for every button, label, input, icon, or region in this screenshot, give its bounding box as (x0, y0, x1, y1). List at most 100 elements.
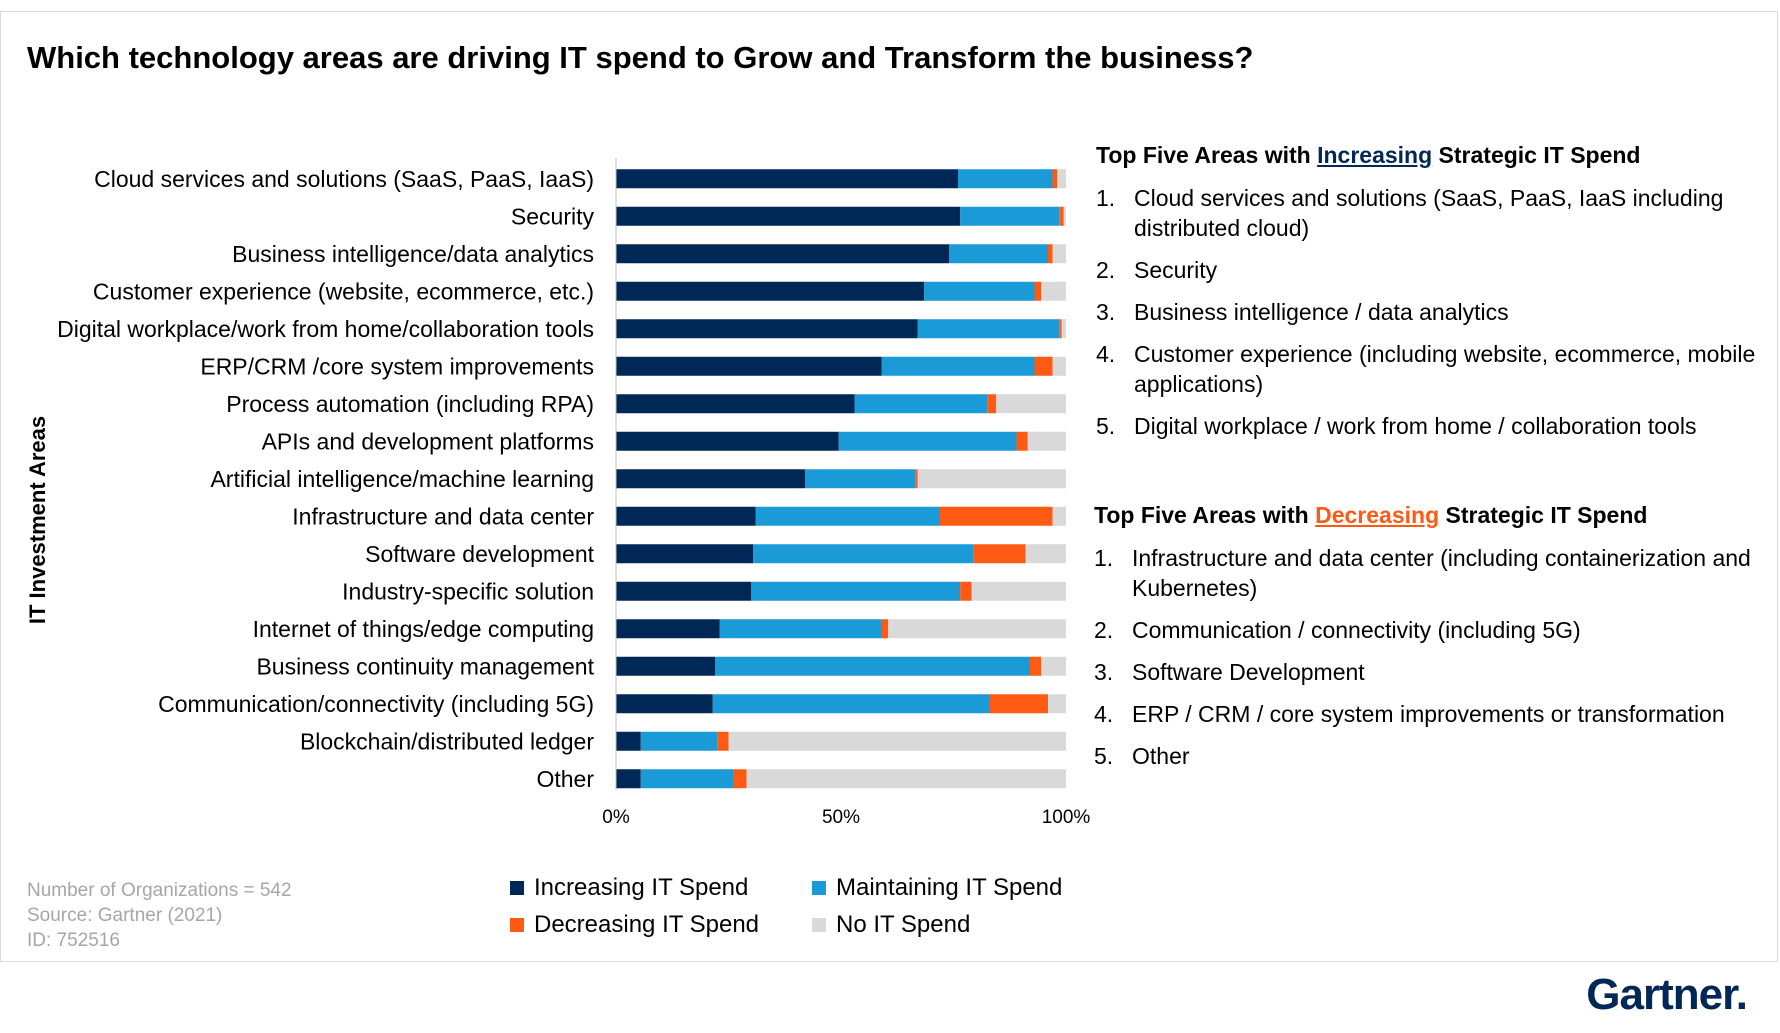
gartner-logo: Gartner. (1586, 970, 1748, 1019)
list-item: 5. Other (1094, 741, 1774, 771)
bar-segment-decreasing (733, 769, 747, 789)
list-item: 5. Digital workplace / work from home / c… (1096, 411, 1776, 441)
legend-item-none: No IT Spend (812, 911, 970, 939)
bar-segment-decreasing (1048, 244, 1053, 264)
category-label: Business continuity management (256, 653, 594, 679)
list-number: 3. (1096, 299, 1116, 325)
bar-row (616, 544, 1066, 564)
bar-segment-maintaining (838, 431, 1017, 451)
bar-segment-maintaining (949, 244, 1048, 264)
bar-segment-increasing (616, 169, 958, 189)
list-item: 2. Communication / connectivity (includin… (1094, 615, 1774, 645)
bar-segment-decreasing (960, 581, 972, 601)
bar-segment-no-spend (746, 769, 1066, 789)
heading-text: Top Five Areas with (1094, 502, 1316, 528)
list-number: 5. (1096, 413, 1116, 439)
list-text: Customer experience (including website, … (1134, 341, 1756, 397)
legend-label: Decreasing IT Spend (534, 911, 760, 938)
bar-segment-increasing (616, 544, 754, 564)
bar-segment-increasing (616, 469, 805, 489)
category-label: Software development (365, 541, 594, 567)
bar-segment-increasing (616, 206, 961, 226)
decreasing-spend-panel: Top Five Areas with Decreasing Strategic… (1094, 502, 1774, 783)
bar-segment-increasing (616, 656, 715, 676)
heading-text: Strategic IT Spend (1432, 142, 1641, 168)
list-item: 1. Infrastructure and data center (includ… (1094, 543, 1774, 603)
bar-segment-no-spend (728, 731, 1066, 751)
category-label: Digital workplace/work from home/collabo… (57, 316, 594, 342)
bar-segment-increasing (616, 619, 720, 639)
bar-segment-no-spend (1057, 169, 1066, 189)
bar-segment-maintaining (715, 656, 1030, 676)
bar-segment-decreasing (1034, 281, 1042, 301)
legend-item-maintaining: Maintaining IT Spend (812, 874, 1062, 902)
bar-row (616, 169, 1066, 189)
bar-segment-decreasing (717, 731, 729, 751)
bar-segment-no-spend (1052, 356, 1066, 376)
bar-segment-increasing (616, 244, 949, 264)
category-label: Business intelligence/data analytics (232, 241, 594, 267)
bar-row (616, 281, 1066, 301)
list-number: 4. (1096, 341, 1116, 367)
legend-label: No IT Spend (836, 911, 971, 938)
bar-segment-no-spend (1025, 544, 1066, 564)
bar-segment-increasing (616, 319, 918, 339)
bar-segment-decreasing (973, 544, 1026, 564)
legend-item-increasing: Increasing IT Spend (510, 874, 748, 902)
bar-segment-maintaining (640, 769, 733, 789)
bar-segment-no-spend (888, 619, 1066, 639)
footnote-source: Source: Gartner (2021) (27, 905, 223, 926)
category-label: Cloud services and solutions (SaaS, PaaS… (94, 166, 594, 192)
bar-row (616, 431, 1066, 451)
list-text: Other (1132, 743, 1190, 769)
bar-segment-increasing (616, 769, 641, 789)
bar-segment-no-spend (1052, 244, 1066, 264)
bar-segment-no-spend (1048, 694, 1066, 714)
bar-row (616, 394, 1066, 414)
list-text: Communication / connectivity (including … (1132, 617, 1581, 643)
list-item: 3. Business intelligence / data analytics (1096, 297, 1776, 327)
heading-highlight-increasing: Increasing (1317, 142, 1433, 168)
increasing-list: 1. Cloud services and solutions (SaaS, Pa… (1096, 183, 1776, 441)
legend-swatch-decreasing (510, 918, 524, 932)
list-text: Infrastructure and data center (includin… (1132, 545, 1751, 601)
page-title: Which technology areas are driving IT sp… (27, 40, 1254, 75)
list-text: Digital workplace / work from home / col… (1134, 413, 1697, 439)
list-number: 1. (1094, 545, 1114, 571)
bar-segment-maintaining (640, 731, 718, 751)
bar-row (616, 656, 1066, 676)
bar-segment-decreasing (915, 469, 918, 489)
bar-segment-maintaining (753, 544, 974, 564)
bar-segment-maintaining (960, 206, 1060, 226)
bar-segment-maintaining (924, 281, 1035, 301)
bar-segment-decreasing (1052, 169, 1057, 189)
bar-segment-maintaining (755, 506, 940, 526)
list-text: Business intelligence / data analytics (1134, 299, 1509, 325)
category-label: Internet of things/edge computing (253, 616, 594, 642)
increasing-spend-panel: Top Five Areas with Increasing Strategic… (1096, 142, 1776, 453)
bar-row (616, 506, 1066, 526)
bar-segment-no-spend (971, 581, 1066, 601)
list-item: 1. Cloud services and solutions (SaaS, Pa… (1096, 183, 1776, 243)
list-number: 4. (1094, 701, 1114, 727)
bar-segment-maintaining (751, 581, 961, 601)
bar-segment-increasing (616, 731, 641, 751)
decreasing-panel-heading: Top Five Areas with Decreasing Strategic… (1094, 502, 1774, 529)
bar-segment-maintaining (854, 394, 988, 414)
bar-segment-increasing (616, 694, 713, 714)
bar-segment-no-spend (1052, 506, 1066, 526)
category-labels: Cloud services and solutions (SaaS, PaaS… (57, 166, 595, 792)
legend-item-decreasing: Decreasing IT Spend (510, 911, 759, 939)
footnote: Number of Organizations = 542 Source: Ga… (27, 878, 292, 953)
category-label: Infrastructure and data center (292, 503, 594, 529)
heading-text: Top Five Areas with (1096, 142, 1318, 168)
bar-segment-maintaining (719, 619, 882, 639)
bar-segment-maintaining (712, 694, 990, 714)
list-item: 4. Customer experience (including website… (1096, 339, 1776, 399)
legend-swatch-none (812, 918, 826, 932)
bar-segment-no-spend (1027, 431, 1066, 451)
list-item: 2. Security (1096, 255, 1776, 285)
legend-label: Increasing IT Spend (534, 874, 749, 901)
list-number: 2. (1094, 617, 1114, 643)
category-label: Communication/connectivity (including 5G… (158, 691, 594, 717)
